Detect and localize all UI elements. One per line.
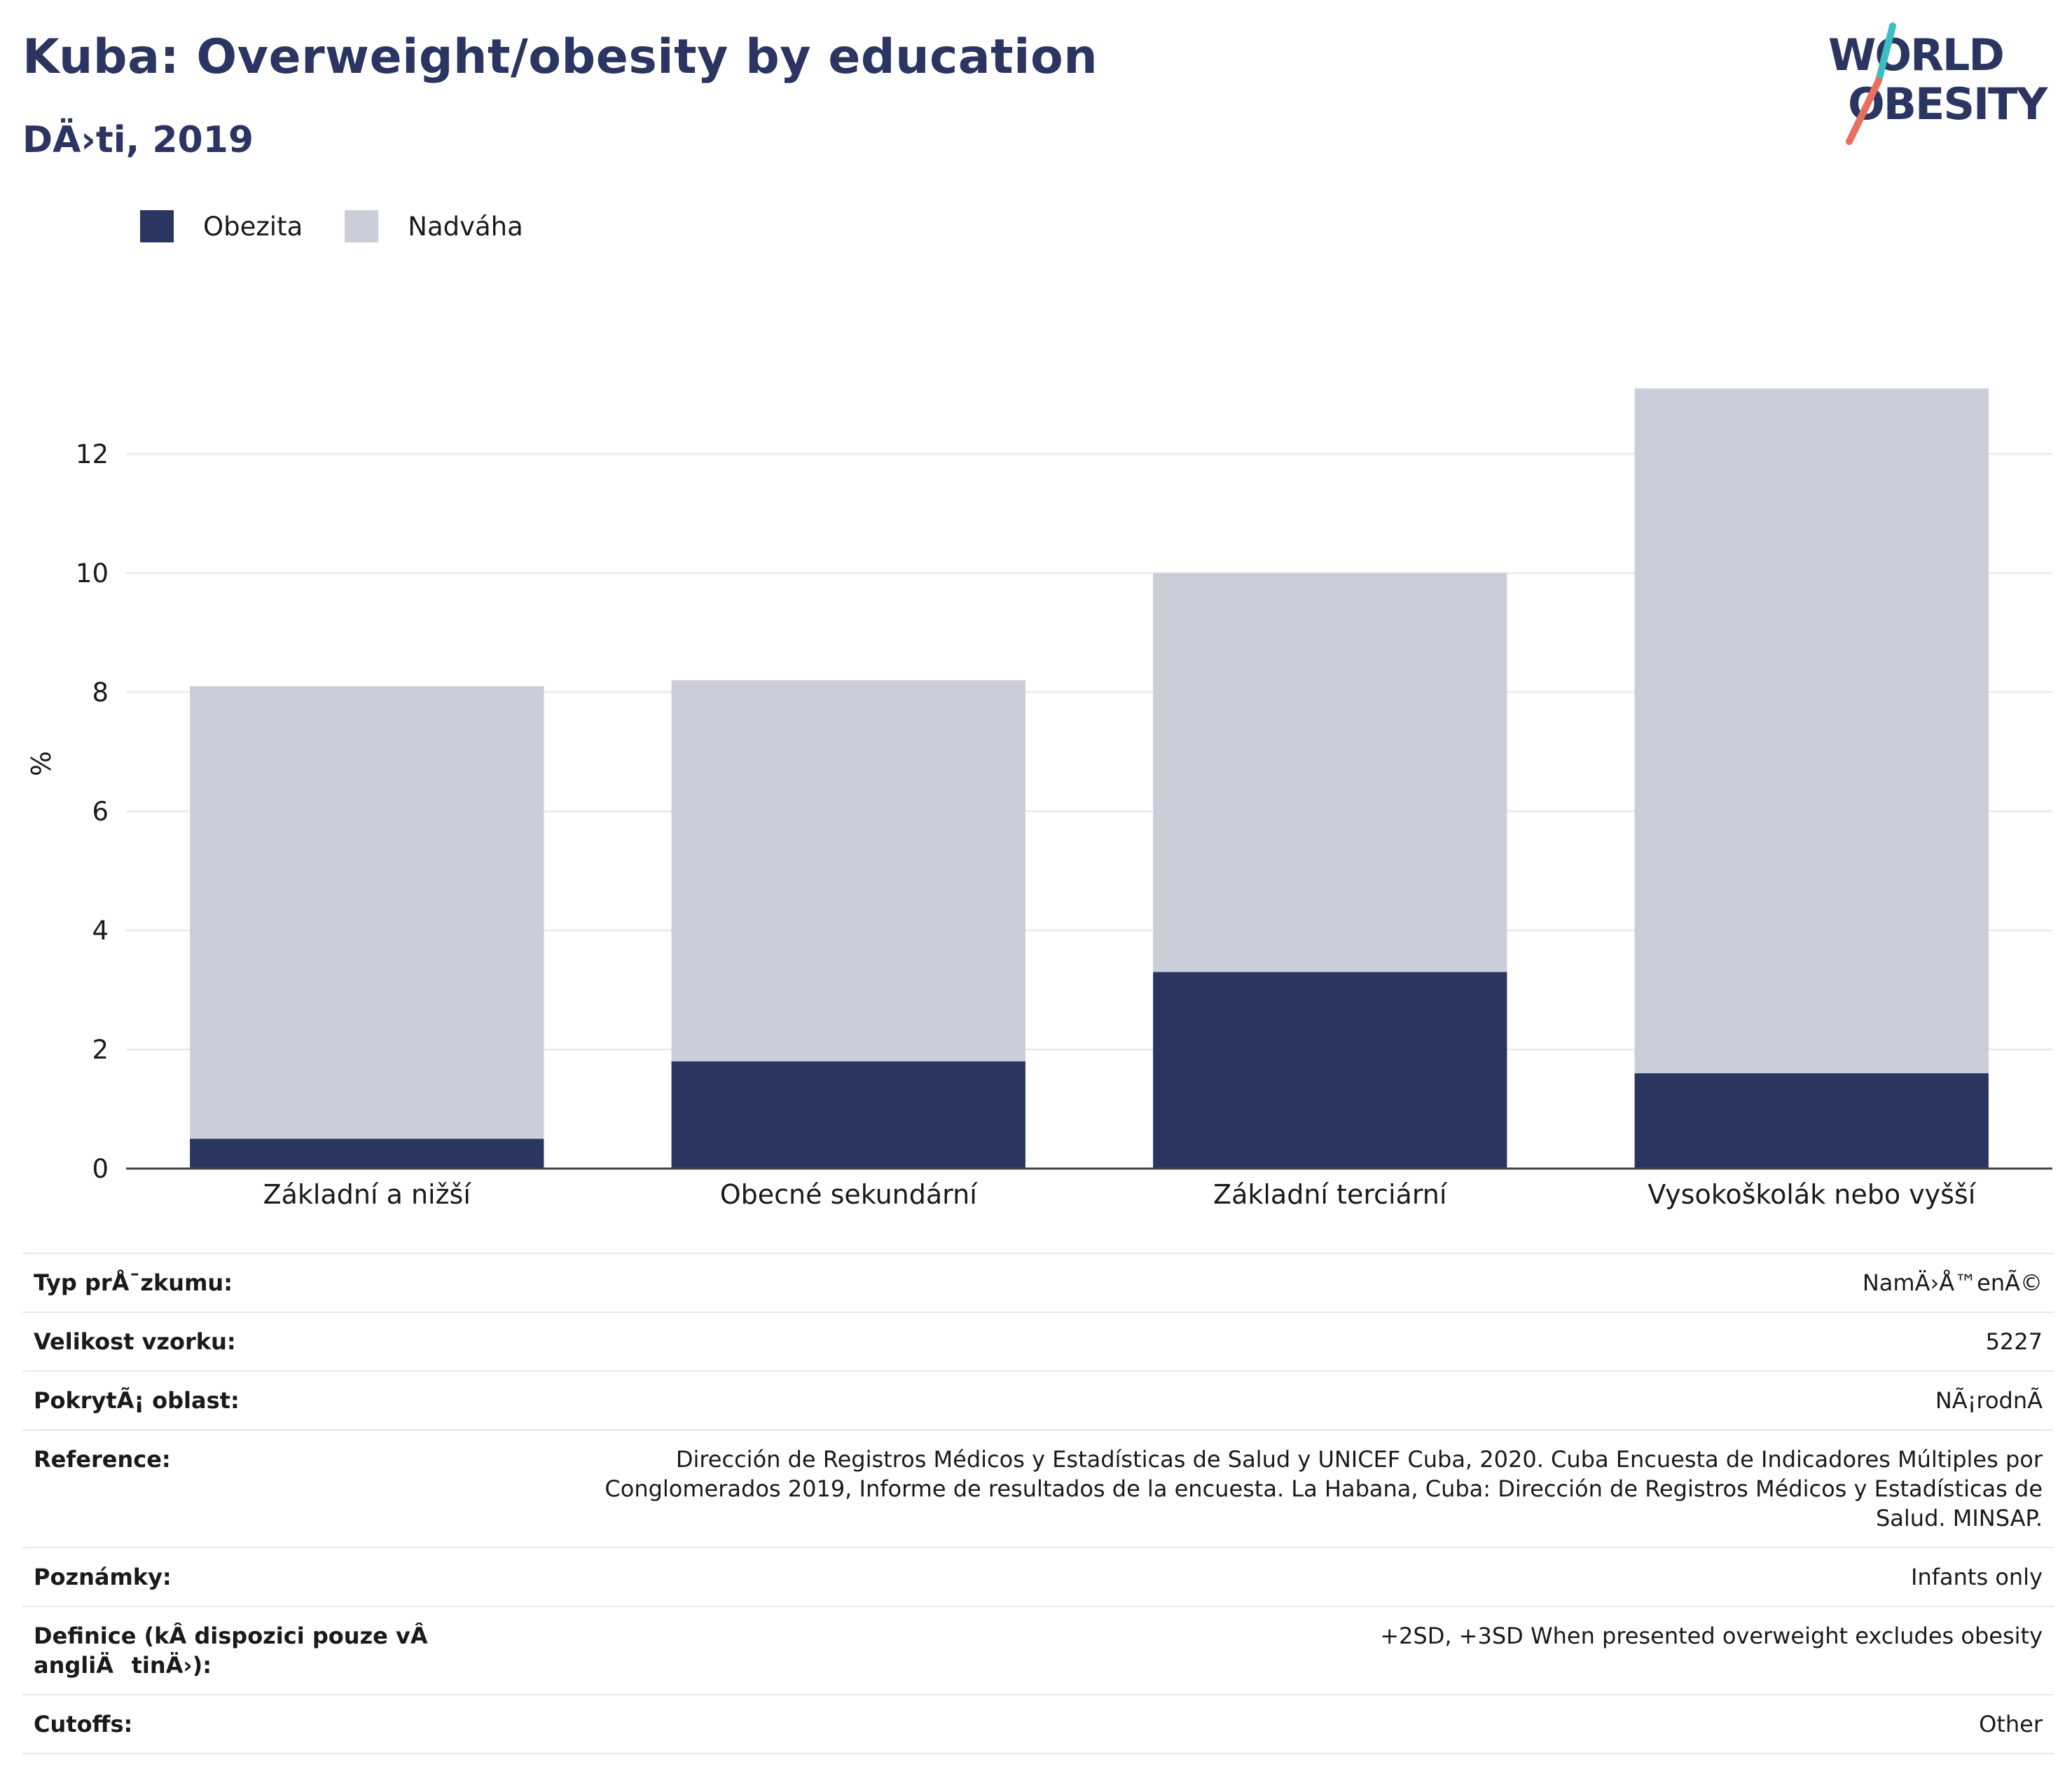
info-row: Definice (kÂ dispozici pouze vÂ angliÄt… bbox=[22, 1606, 2054, 1694]
logo-line-world: WORLD bbox=[1828, 29, 2003, 81]
info-value: 5227 bbox=[1985, 1328, 2043, 1355]
info-label: Typ prÅ¯zkumu: bbox=[34, 1269, 233, 1296]
info-value: NamÄ›Å™enÃ© bbox=[1862, 1269, 2043, 1296]
stacked-bar-chart: 0 2 4 6 8 10 12 Základní a nižší Obecné sekundár… bbox=[26, 388, 2052, 1210]
legend-item-obesity[interactable]: Obezita bbox=[140, 210, 303, 242]
world-obesity-logo: WORLD OBESITY bbox=[1828, 22, 2050, 145]
info-row: Poznámky: Infants only bbox=[22, 1547, 2054, 1606]
bar-obesity[interactable] bbox=[1634, 1073, 1989, 1169]
info-label: PokrytÃ¡ oblast: bbox=[34, 1387, 240, 1414]
info-row: Reference: Dirección de Registros Médicos… bbox=[22, 1429, 2054, 1547]
info-table: Typ prÅ¯zkumu: NamÄ›Å™enÃ© Velikost vzorku… bbox=[22, 1253, 2054, 1754]
chart-legend: Obezita Nadváha bbox=[140, 209, 565, 244]
info-label: Definice (kÂ dispozici pouze vÂ angliÄt… bbox=[34, 1623, 428, 1679]
x-tick-label: Obecné sekundární bbox=[720, 1179, 978, 1210]
x-tick-label: Základní terciární bbox=[1213, 1179, 1448, 1210]
y-tick-label: 4 bbox=[92, 916, 109, 946]
info-value: NÃ¡rodnÃ bbox=[1935, 1387, 2043, 1414]
bar-overweight[interactable] bbox=[1634, 388, 1989, 1074]
info-label: Poznámky: bbox=[34, 1564, 172, 1590]
x-tick-label: Vysokoškolák nebo vyšší bbox=[1648, 1179, 1977, 1210]
legend-label-overweight: Nadváha bbox=[408, 211, 523, 242]
bar-obesity[interactable] bbox=[190, 1138, 544, 1169]
info-value: Dirección de Registros Médicos y Estadís… bbox=[605, 1446, 2043, 1531]
bar-overweight[interactable] bbox=[1153, 573, 1507, 972]
y-axis-title: % bbox=[26, 751, 57, 776]
y-tick-label: 0 bbox=[92, 1154, 109, 1184]
info-row: Typ prÅ¯zkumu: NamÄ›Å™enÃ© bbox=[22, 1253, 2054, 1312]
bar-overweight[interactable] bbox=[671, 680, 1025, 1061]
logo-line-obesity: OBESITY bbox=[1848, 78, 2048, 130]
legend-swatch-overweight bbox=[345, 210, 379, 242]
x-tick-label: Základní a nižší bbox=[263, 1179, 472, 1210]
y-tick-label: 6 bbox=[92, 797, 109, 827]
legend-item-overweight[interactable]: Nadváha bbox=[345, 210, 523, 242]
bar-obesity[interactable] bbox=[1153, 972, 1507, 1169]
info-row: PokrytÃ¡ oblast: NÃ¡rodnÃ bbox=[22, 1370, 2054, 1429]
info-value: Infants only bbox=[1911, 1564, 2043, 1590]
info-value: Other bbox=[1979, 1711, 2043, 1737]
y-tick-label: 10 bbox=[76, 558, 109, 588]
y-tick-label: 12 bbox=[76, 439, 109, 469]
info-label: Cutoffs: bbox=[34, 1711, 133, 1737]
bars-layer bbox=[190, 388, 1989, 1169]
legend-swatch-obesity bbox=[140, 210, 174, 242]
bar-obesity[interactable] bbox=[671, 1061, 1025, 1169]
info-label: Velikost vzorku: bbox=[34, 1328, 236, 1355]
y-tick-label: 8 bbox=[92, 677, 109, 708]
legend-label-obesity: Obezita bbox=[203, 211, 303, 242]
info-row: Cutoffs: Other bbox=[22, 1694, 2054, 1754]
logo-slash-top bbox=[1875, 22, 1896, 84]
info-value: +2SD, +3SD When presented overweight exc… bbox=[1380, 1623, 2043, 1649]
info-row: Velikost vzorku: 5227 bbox=[22, 1312, 2054, 1370]
axis-layer: 0 2 4 6 8 10 12 Základní a nižší Obecné sekundár… bbox=[76, 439, 2052, 1210]
page-subtitle: DÄ›ti, 2019 bbox=[22, 119, 254, 161]
info-label: Reference: bbox=[34, 1446, 171, 1473]
y-tick-label: 2 bbox=[92, 1035, 109, 1065]
bar-overweight[interactable] bbox=[190, 686, 544, 1139]
page-title: Kuba: Overweight/obesity by education bbox=[22, 29, 1098, 85]
logo-slash-bottom bbox=[1846, 77, 1882, 145]
